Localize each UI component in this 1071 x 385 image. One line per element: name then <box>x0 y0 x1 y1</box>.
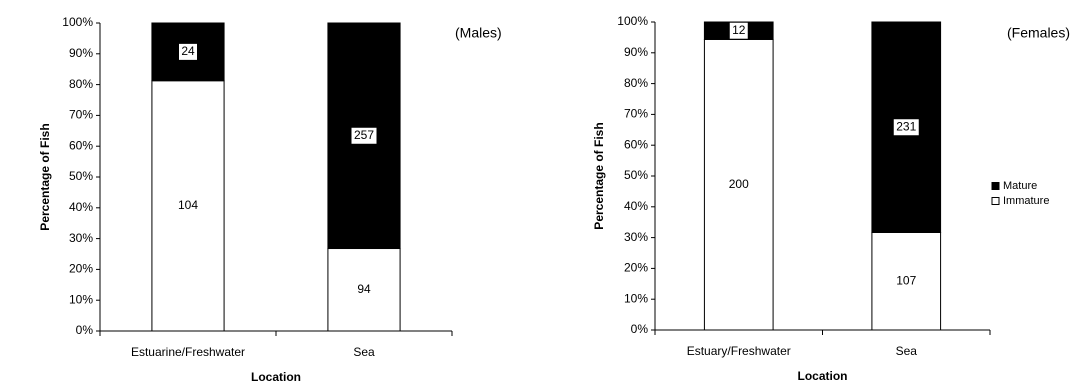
data-label: 200 <box>729 177 749 191</box>
bar-segment <box>151 80 225 332</box>
y-tick-label: 40% <box>624 199 648 213</box>
legend-label: Mature <box>1003 180 1037 192</box>
y-axis-label: Percentage of Fish <box>38 123 52 230</box>
x-tick-label: Sea <box>353 345 375 359</box>
y-tick-label: 80% <box>624 76 648 90</box>
legend-marker <box>991 197 1000 205</box>
data-label-box <box>893 119 919 136</box>
y-tick-label: 100% <box>62 15 93 29</box>
legend-label: Immature <box>1003 195 1049 207</box>
bar-segment <box>871 21 942 233</box>
y-tick-label: 60% <box>69 138 93 152</box>
y-tick-label: 70% <box>69 108 93 122</box>
y-axis-label: Percentage of Fish <box>592 122 606 229</box>
data-label: 231 <box>896 119 916 133</box>
x-tick-label: Sea <box>896 344 918 358</box>
data-label: 257 <box>354 128 374 142</box>
bar-segment <box>327 248 401 332</box>
y-tick-label: 70% <box>624 107 648 121</box>
data-label: 12 <box>732 23 746 37</box>
y-tick-label: 80% <box>69 77 93 91</box>
chart-title: (Females) <box>1007 25 1070 41</box>
y-tick-label: 60% <box>624 137 648 151</box>
data-label: 24 <box>181 44 195 58</box>
data-label: 94 <box>357 282 371 296</box>
legend-marker <box>991 182 1000 190</box>
x-axis-label: Location <box>251 370 301 384</box>
data-label-box <box>351 127 377 144</box>
y-tick-label: 20% <box>69 262 93 276</box>
data-label-box <box>179 43 197 60</box>
chart-title: (Males) <box>455 25 502 41</box>
y-tick-label: 40% <box>69 200 93 214</box>
bar-segment <box>871 231 942 331</box>
data-label: 107 <box>896 273 916 287</box>
y-tick-label: 100% <box>617 14 648 28</box>
y-tick-label: 90% <box>624 45 648 59</box>
y-tick-label: 90% <box>69 46 93 60</box>
bar-segment <box>703 38 774 331</box>
x-tick-label: Estuarine/Freshwater <box>131 345 245 359</box>
y-tick-label: 50% <box>69 169 93 183</box>
y-tick-label: 30% <box>69 231 93 245</box>
y-tick-label: 0% <box>631 322 649 336</box>
x-tick-label: Estuary/Freshwater <box>687 344 791 358</box>
y-tick-label: 30% <box>624 230 648 244</box>
y-tick-label: 0% <box>76 323 94 337</box>
y-tick-label: 10% <box>69 292 93 306</box>
y-tick-label: 20% <box>624 261 648 275</box>
data-label-box <box>729 22 748 39</box>
y-tick-label: 50% <box>624 168 648 182</box>
x-axis-label: Location <box>798 369 848 383</box>
y-tick-label: 10% <box>624 291 648 305</box>
data-label: 104 <box>178 198 198 212</box>
